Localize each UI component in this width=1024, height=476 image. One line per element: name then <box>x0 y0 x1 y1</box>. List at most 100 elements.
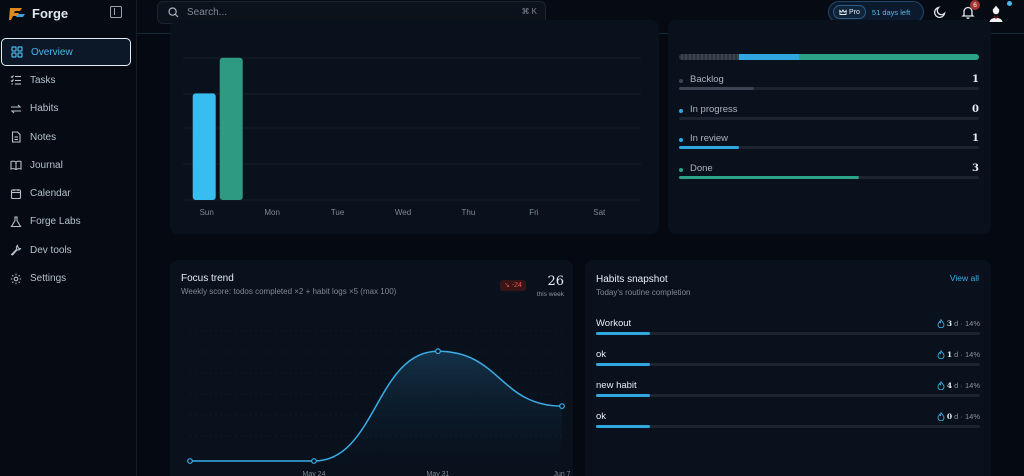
trial-days-left: 51 days left <box>871 7 911 17</box>
bar-sun-0[interactable] <box>192 93 216 200</box>
task-status-card: Backlog 1 In progress 0 In review 1 Done 3 <box>668 20 991 234</box>
sidebar-item-label: Overview <box>31 46 73 58</box>
flame-icon <box>937 350 945 359</box>
status-distribution-review <box>739 54 799 60</box>
pro-trial-pill[interactable]: Pro 51 days left <box>828 1 924 23</box>
weekly-activity-card: Sun Mon Tue Wed Thu Fri Sat <box>170 20 659 234</box>
sidebar-nav: Overview Tasks Habits Notes Journal <box>0 38 137 293</box>
sidebar-collapse-button[interactable] <box>110 6 122 18</box>
habit-name: new habit <box>596 380 637 391</box>
habits-snapshot-title: Habits snapshot <box>596 274 668 285</box>
habit-streak-rest: d · 14% <box>954 412 980 421</box>
search-placeholder: Search... <box>187 7 228 18</box>
weekly-bar-chart: Sun Mon Tue Wed Thu Fri Sat <box>183 57 641 217</box>
sidebar-item-label: Forge Labs <box>30 216 81 228</box>
habit-progress-track <box>596 363 980 366</box>
sidebar-item-dev-tools[interactable]: Dev tools <box>1 236 131 264</box>
focus-delta-badge: ↘ -24 <box>500 280 526 291</box>
sidebar-item-notes[interactable]: Notes <box>1 123 131 151</box>
sidebar-item-forge-labs[interactable]: Forge Labs <box>1 208 131 236</box>
habit-name: Workout <box>596 318 632 329</box>
sidebar-item-calendar[interactable]: Calendar <box>1 179 131 207</box>
brand[interactable]: Forge <box>8 4 68 22</box>
status-count: 0 <box>972 104 979 115</box>
bar-sun-1[interactable] <box>219 57 243 201</box>
x-tick-label: Sat <box>593 208 606 217</box>
status-row: Backlog 1 <box>679 74 979 102</box>
habit-progress-fill <box>596 394 650 397</box>
moon-icon[interactable] <box>933 5 947 19</box>
habit-progress-track <box>596 425 980 428</box>
app-name: Forge <box>32 5 69 21</box>
habit-row[interactable]: ok 1 d · 14% <box>596 349 980 369</box>
focus-point[interactable] <box>187 458 193 464</box>
sidebar-item-label: Tasks <box>30 74 56 86</box>
habit-streak-rest: d · 14% <box>954 350 980 359</box>
x-tick-label: Wed <box>395 208 411 217</box>
sidebar-item-label: Habits <box>30 103 59 115</box>
sidebar-item-settings[interactable]: Settings <box>1 264 131 292</box>
flame-icon <box>937 412 945 421</box>
focus-point[interactable] <box>311 458 317 464</box>
online-status-dot <box>1007 1 1012 6</box>
status-label: Backlog <box>690 74 724 85</box>
gear-icon <box>10 273 22 285</box>
habit-streak-days: 1 <box>946 350 953 359</box>
sidebar-item-label: Dev tools <box>30 244 72 256</box>
view-all-link[interactable]: View all <box>949 273 979 283</box>
status-label: Done <box>690 163 713 174</box>
flask-icon <box>10 216 22 228</box>
sidebar-item-label: Notes <box>30 131 57 143</box>
pro-label: Pro <box>849 8 860 16</box>
avatar[interactable] <box>987 5 1005 23</box>
flame-icon <box>937 319 945 328</box>
x-tick-label: Fri <box>529 208 539 217</box>
status-distribution-backlog <box>679 54 739 60</box>
status-progress-track <box>679 117 979 120</box>
status-progress-fill <box>679 87 754 90</box>
habit-row[interactable]: Workout 3 d · 14% <box>596 318 980 338</box>
sidebar-item-overview[interactable]: Overview <box>1 38 131 67</box>
status-distribution-bar <box>679 54 979 60</box>
x-tick-label: Thu <box>462 208 476 217</box>
status-progress-track <box>679 176 979 179</box>
crown-icon <box>839 8 847 15</box>
status-progress-track <box>679 146 979 149</box>
sidebar-item-habits[interactable]: Habits <box>1 95 131 123</box>
notification-count-badge: 6 <box>970 0 980 10</box>
status-distribution-done <box>799 54 979 60</box>
habit-streak-rest: d · 14% <box>954 381 980 390</box>
wrench-icon <box>10 244 22 256</box>
status-count: 1 <box>972 74 979 85</box>
habit-row[interactable]: ok 0 d · 14% <box>596 411 980 431</box>
focus-score-caption: this week <box>536 291 564 298</box>
sidebar-item-label: Journal <box>30 159 63 171</box>
habit-progress-fill <box>596 363 650 366</box>
flame-icon <box>937 381 945 390</box>
focus-trend-subtitle: Weekly score: todos completed ×2 + habit… <box>181 287 397 296</box>
sidebar-item-journal[interactable]: Journal <box>1 151 131 179</box>
status-dot <box>679 79 683 83</box>
habits-snapshot-subtitle: Today's routine completion <box>596 288 691 297</box>
habit-streak-days: 3 <box>946 319 953 328</box>
habits-snapshot-card: Habits snapshot Today's routine completi… <box>585 260 991 476</box>
sidebar-item-tasks[interactable]: Tasks <box>1 66 131 94</box>
sidebar-item-label: Calendar <box>30 188 71 200</box>
bell-icon[interactable] <box>961 5 975 19</box>
sidebar: Forge Overview Tasks Habits Notes <box>0 0 137 476</box>
habit-row[interactable]: new habit 4 d · 14% <box>596 380 980 400</box>
habit-progress-track <box>596 394 980 397</box>
status-count: 3 <box>972 163 979 174</box>
status-dot <box>679 168 683 172</box>
habit-progress-track <box>596 332 980 335</box>
search-shortcut: ⌘ K <box>521 7 537 16</box>
focus-point[interactable] <box>435 348 441 355</box>
focus-point[interactable] <box>559 403 565 410</box>
status-count: 1 <box>972 133 979 144</box>
status-row: In progress 0 <box>679 104 979 132</box>
x-tick-label: Jun 7 <box>553 471 570 476</box>
